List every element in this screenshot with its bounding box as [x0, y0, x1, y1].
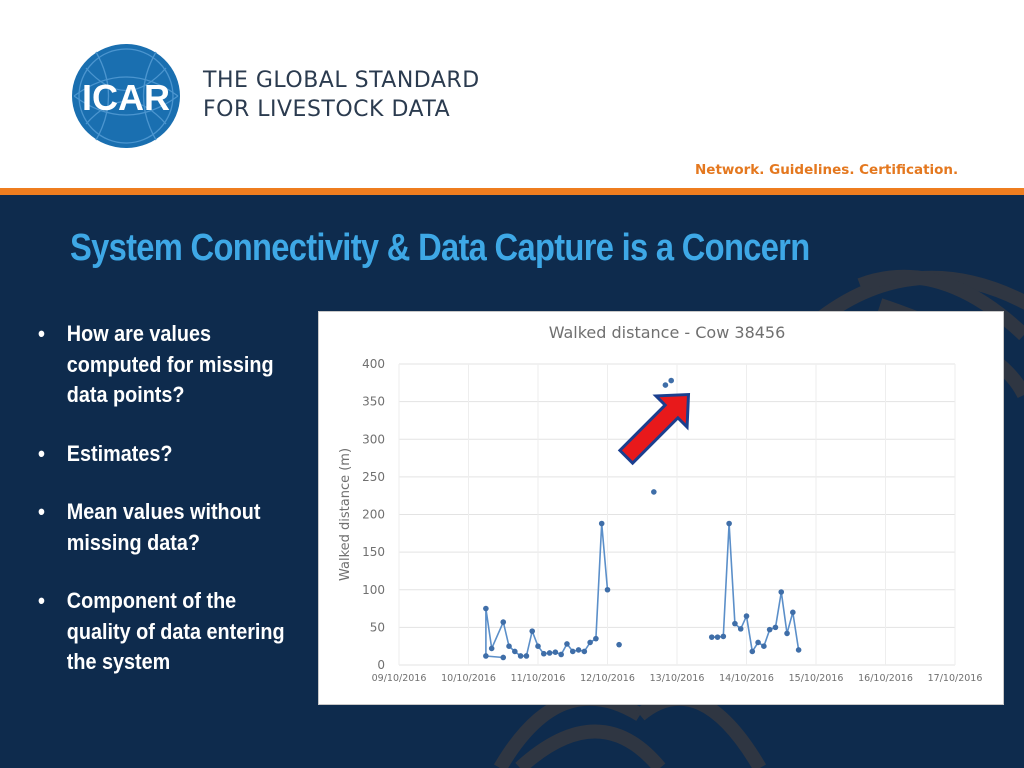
- data-point: [778, 589, 785, 595]
- data-point: [662, 382, 669, 388]
- data-point: [795, 647, 802, 653]
- y-tick-label: 400: [362, 357, 385, 371]
- y-tick-label: 350: [362, 395, 385, 409]
- bullet-item: • Estimates?: [38, 439, 290, 470]
- data-point: [587, 639, 593, 646]
- x-tick-label: 15/10/2016: [789, 673, 844, 684]
- data-point: [604, 586, 611, 593]
- data-point: [755, 639, 761, 646]
- header: ICAR THE GLOBAL STANDARD FOR LIVESTOCK D…: [0, 0, 1024, 188]
- data-point: [500, 654, 507, 661]
- tagline-line-1: THE GLOBAL STANDARD: [203, 68, 480, 93]
- x-tick-label: 12/10/2016: [580, 673, 635, 684]
- bullet-text: Estimates?: [66, 440, 173, 466]
- data-point: [488, 645, 495, 652]
- data-point: [714, 634, 721, 640]
- series-line: [711, 523, 800, 654]
- tagline-line-2: FOR LIVESTOCK DATA: [203, 97, 451, 122]
- y-tick-label: 50: [370, 620, 385, 634]
- data-point: [708, 634, 715, 640]
- bullet-text: Component of the quality of data enterin…: [66, 588, 285, 674]
- logo-text: ICAR: [82, 77, 170, 118]
- data-point: [535, 643, 541, 649]
- tagline: THE GLOBAL STANDARD FOR LIVESTOCK DATA: [203, 66, 480, 124]
- y-tick-label: 0: [377, 658, 385, 672]
- data-point: [784, 630, 790, 637]
- data-point: [517, 653, 524, 659]
- data-point: [575, 647, 582, 653]
- data-point: [720, 633, 727, 640]
- y-axis-label: Walked distance (m): [338, 448, 353, 581]
- data-point: [726, 520, 732, 527]
- x-tick-label: 17/10/2016: [928, 673, 983, 684]
- data-point: [732, 620, 738, 627]
- bullet-item: • Mean values without missing data?: [38, 497, 290, 558]
- walked-distance-chart: 0 50 100 150 200 250 300 350 400 09/10/2016 10/10/…: [338, 323, 983, 684]
- bullet-item: • Component of the quality of data enter…: [38, 586, 290, 678]
- data-point: [766, 626, 773, 633]
- data-point: [761, 643, 767, 649]
- data-point: [569, 648, 576, 655]
- y-tick-label: 300: [362, 432, 385, 446]
- data-point: [483, 605, 489, 612]
- x-tick-label: 09/10/2016: [372, 673, 427, 684]
- orange-divider: [0, 188, 1024, 195]
- data-point: [651, 489, 657, 495]
- bullet-dot: •: [38, 321, 45, 346]
- data-point: [616, 641, 622, 648]
- bullet-dot: •: [38, 440, 45, 466]
- red-arrow-icon: [617, 392, 691, 466]
- data-point: [593, 635, 599, 642]
- data-point: [737, 626, 744, 632]
- data-point: [598, 520, 605, 527]
- data-point: [790, 609, 796, 616]
- x-tick-label: 11/10/2016: [511, 673, 566, 684]
- bullet-item: • How are values computed for missing da…: [38, 319, 290, 411]
- slide-title: System Connectivity & Data Capture is a …: [70, 227, 810, 269]
- data-point: [749, 648, 756, 655]
- bullet-list: • How are values computed for missing da…: [38, 319, 318, 706]
- data-point: [552, 649, 559, 656]
- bullet-text: How are values computed for missing data…: [66, 321, 274, 407]
- data-point: [500, 619, 507, 625]
- slide-body: System Connectivity & Data Capture is a …: [0, 195, 1024, 768]
- data-point: [540, 650, 547, 657]
- bullet-text: Mean values without missing data?: [66, 499, 261, 555]
- data-point: [668, 377, 675, 384]
- y-tick-label: 150: [362, 545, 385, 559]
- y-tick-label: 250: [362, 470, 385, 484]
- motto: Network. Guidelines. Certification.: [695, 162, 959, 178]
- x-tick-label: 16/10/2016: [858, 673, 913, 684]
- bullet-dot: •: [38, 499, 45, 524]
- data-point: [581, 648, 588, 655]
- bullet-dot: •: [38, 588, 45, 613]
- data-point: [512, 648, 518, 655]
- data-point: [772, 624, 779, 631]
- x-tick-label: 10/10/2016: [441, 673, 496, 684]
- data-point: [558, 651, 564, 658]
- data-point: [546, 650, 553, 656]
- x-tick-label: 13/10/2016: [650, 673, 705, 684]
- data-point: [529, 628, 536, 634]
- chart-title: Walked distance - Cow 38456: [549, 323, 786, 342]
- data-point: [506, 643, 512, 649]
- data-point: [523, 653, 530, 659]
- data-point: [743, 613, 750, 619]
- icar-logo: ICAR: [72, 44, 180, 148]
- data-point: [483, 653, 489, 659]
- y-tick-label: 100: [362, 583, 385, 597]
- chart-container: 0 50 100 150 200 250 300 350 400 09/10/2016 10/10/…: [318, 311, 1004, 705]
- y-tick-label: 200: [362, 508, 385, 522]
- data-point: [564, 641, 570, 647]
- x-tick-label: 14/10/2016: [719, 673, 774, 684]
